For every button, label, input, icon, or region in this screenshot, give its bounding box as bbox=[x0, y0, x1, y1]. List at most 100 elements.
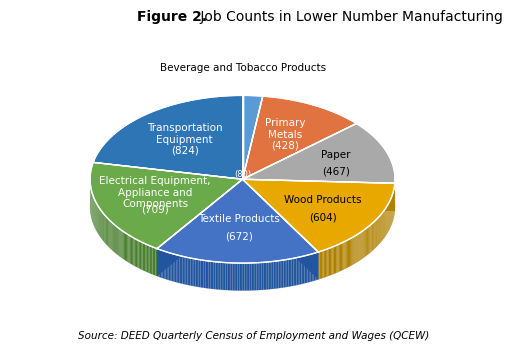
Polygon shape bbox=[242, 179, 395, 211]
Polygon shape bbox=[373, 222, 374, 250]
Polygon shape bbox=[348, 239, 349, 267]
Polygon shape bbox=[335, 245, 336, 273]
Polygon shape bbox=[376, 219, 377, 247]
Polygon shape bbox=[289, 259, 290, 287]
Polygon shape bbox=[93, 95, 242, 179]
Polygon shape bbox=[194, 259, 196, 287]
Polygon shape bbox=[143, 243, 144, 271]
Polygon shape bbox=[285, 259, 287, 287]
Polygon shape bbox=[101, 211, 102, 239]
Polygon shape bbox=[113, 224, 114, 252]
Polygon shape bbox=[303, 256, 304, 284]
Polygon shape bbox=[210, 261, 212, 289]
Text: Textile Products: Textile Products bbox=[199, 214, 280, 224]
Polygon shape bbox=[105, 216, 106, 244]
Polygon shape bbox=[157, 179, 242, 276]
Polygon shape bbox=[344, 241, 345, 269]
Polygon shape bbox=[351, 237, 353, 266]
Polygon shape bbox=[236, 263, 238, 291]
Polygon shape bbox=[357, 234, 358, 262]
Polygon shape bbox=[347, 240, 348, 268]
Polygon shape bbox=[147, 245, 148, 272]
Polygon shape bbox=[234, 263, 236, 290]
Polygon shape bbox=[242, 179, 319, 279]
Text: Beverage and Tobacco Products: Beverage and Tobacco Products bbox=[160, 63, 326, 73]
Polygon shape bbox=[248, 263, 249, 290]
Polygon shape bbox=[374, 221, 375, 249]
Polygon shape bbox=[270, 261, 272, 289]
Polygon shape bbox=[369, 226, 370, 254]
Polygon shape bbox=[129, 235, 130, 263]
Text: Wood Products: Wood Products bbox=[284, 195, 362, 205]
Polygon shape bbox=[161, 250, 163, 278]
Polygon shape bbox=[178, 255, 179, 283]
Polygon shape bbox=[107, 218, 108, 246]
Polygon shape bbox=[97, 204, 98, 232]
Polygon shape bbox=[238, 263, 239, 291]
Polygon shape bbox=[378, 217, 379, 245]
Polygon shape bbox=[311, 254, 312, 282]
Polygon shape bbox=[243, 263, 244, 291]
Polygon shape bbox=[341, 243, 342, 271]
Polygon shape bbox=[222, 262, 224, 290]
Polygon shape bbox=[329, 248, 330, 276]
Polygon shape bbox=[262, 262, 263, 290]
Polygon shape bbox=[328, 248, 329, 276]
Polygon shape bbox=[258, 262, 260, 290]
Polygon shape bbox=[255, 263, 257, 290]
Polygon shape bbox=[207, 261, 209, 289]
Polygon shape bbox=[353, 237, 354, 265]
Polygon shape bbox=[145, 244, 147, 272]
Polygon shape bbox=[372, 223, 373, 251]
Polygon shape bbox=[321, 251, 322, 279]
Polygon shape bbox=[155, 248, 157, 276]
Polygon shape bbox=[283, 260, 285, 288]
Polygon shape bbox=[301, 256, 303, 284]
Polygon shape bbox=[340, 243, 341, 271]
Polygon shape bbox=[265, 262, 267, 290]
Polygon shape bbox=[140, 241, 141, 269]
Polygon shape bbox=[117, 227, 118, 255]
Polygon shape bbox=[273, 261, 275, 289]
Text: (672): (672) bbox=[226, 231, 253, 241]
Polygon shape bbox=[127, 234, 129, 262]
Polygon shape bbox=[331, 247, 333, 275]
Polygon shape bbox=[144, 243, 145, 271]
Polygon shape bbox=[135, 238, 136, 267]
Polygon shape bbox=[244, 263, 246, 291]
Polygon shape bbox=[272, 261, 273, 289]
Polygon shape bbox=[189, 258, 190, 286]
Polygon shape bbox=[365, 228, 366, 257]
Polygon shape bbox=[304, 256, 306, 283]
Polygon shape bbox=[100, 209, 101, 238]
Polygon shape bbox=[246, 263, 248, 291]
Polygon shape bbox=[300, 257, 301, 284]
Polygon shape bbox=[182, 256, 184, 284]
Polygon shape bbox=[215, 262, 217, 289]
Polygon shape bbox=[295, 258, 297, 286]
Polygon shape bbox=[260, 262, 262, 290]
Polygon shape bbox=[306, 255, 308, 283]
Polygon shape bbox=[169, 252, 170, 280]
Polygon shape bbox=[231, 263, 233, 290]
Polygon shape bbox=[337, 244, 339, 272]
Polygon shape bbox=[150, 246, 151, 274]
Polygon shape bbox=[278, 260, 280, 288]
Polygon shape bbox=[106, 217, 107, 245]
Polygon shape bbox=[131, 236, 132, 265]
Polygon shape bbox=[375, 220, 376, 248]
Polygon shape bbox=[345, 240, 347, 268]
Polygon shape bbox=[186, 257, 187, 285]
Polygon shape bbox=[229, 263, 231, 290]
Polygon shape bbox=[355, 236, 356, 264]
Polygon shape bbox=[377, 217, 378, 246]
Polygon shape bbox=[90, 162, 242, 249]
Polygon shape bbox=[205, 260, 207, 288]
Polygon shape bbox=[110, 221, 111, 249]
Polygon shape bbox=[363, 230, 364, 258]
Polygon shape bbox=[204, 260, 205, 288]
Polygon shape bbox=[242, 179, 319, 279]
Polygon shape bbox=[253, 263, 255, 290]
Polygon shape bbox=[157, 179, 319, 263]
Polygon shape bbox=[298, 257, 300, 285]
